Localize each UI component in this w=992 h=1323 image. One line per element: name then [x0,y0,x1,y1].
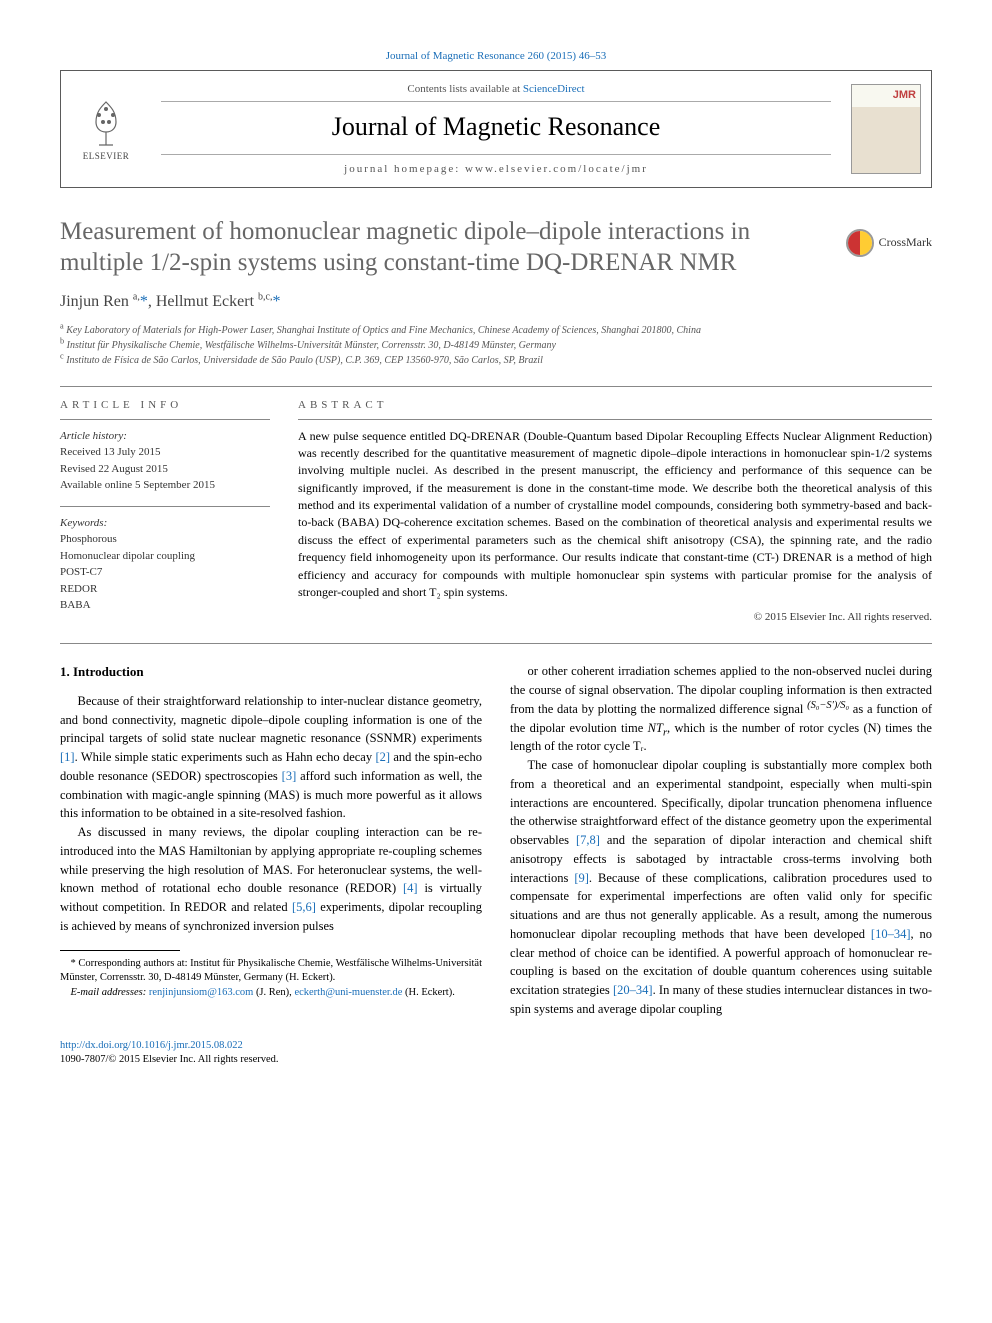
article-info-label: ARTICLE INFO [60,399,270,411]
citation-header: Journal of Magnetic Resonance 260 (2015)… [60,50,932,62]
elsevier-logo: ELSEVIER [71,89,141,169]
email-addresses-note: E-mail addresses: renjinjunsiom@163.com … [60,986,482,1001]
history-line: Available online 5 September 2015 [60,477,270,494]
reference-link[interactable]: [1] [60,750,75,764]
section-heading-intro: 1. Introduction [60,662,482,682]
email-label: E-mail addresses: [71,987,149,998]
history-label: Article history: [60,428,270,445]
reference-link[interactable]: [9] [574,871,589,885]
page-footer: http://dx.doi.org/10.1016/j.jmr.2015.08.… [60,1039,932,1068]
divider [60,643,932,644]
keyword: Phosphorous [60,531,270,548]
sciencedirect-link[interactable]: ScienceDirect [523,83,585,95]
author-email-link[interactable]: eckerth@uni-muenster.de [294,987,402,998]
journal-homepage: journal homepage: www.elsevier.com/locat… [161,154,831,175]
reference-link[interactable]: [2] [375,750,390,764]
journal-name: Journal of Magnetic Resonance [161,112,831,142]
abstract-text: A new pulse sequence entitled DQ-DRENAR … [298,419,932,602]
reference-link[interactable]: [7,8] [576,833,600,847]
article-title: Measurement of homonuclear magnetic dipo… [60,216,932,279]
footnotes: * Corresponding authors at: Institut für… [60,957,482,1001]
affiliation-line: b Institut für Physikalische Chemie, Wes… [60,338,932,353]
body-paragraph: Because of their straightforward relatio… [60,692,482,823]
inline-formula: (S₀−S′)/S₀ [807,702,849,716]
crossmark-icon [846,229,874,257]
keywords-block: Keywords: PhosphorousHomonuclear dipolar… [60,506,270,614]
reference-link[interactable]: [3] [282,769,297,783]
email-attribution: (J. Ren), [253,987,294,998]
article-info-column: ARTICLE INFO Article history: Received 1… [60,399,270,624]
affiliation-line: c Instituto de Física de São Carlos, Uni… [60,353,932,368]
journal-cover-thumbnail: JMR [851,84,921,174]
keyword: BABA [60,597,270,614]
abstract-column: ABSTRACT A new pulse sequence entitled D… [298,399,932,624]
body-paragraph: As discussed in many reviews, the dipola… [60,823,482,936]
article-history-block: Article history: Received 13 July 2015Re… [60,419,270,494]
abstract-label: ABSTRACT [298,399,932,411]
publisher-name: ELSEVIER [83,151,130,161]
journal-cover-area: JMR [841,71,931,187]
body-two-column: 1. Introduction Because of their straigh… [60,662,932,1018]
journal-header-box: ELSEVIER Contents lists available at Sci… [60,70,932,188]
crossmark-label: CrossMark [879,235,932,250]
contents-text: Contents lists available at [407,83,522,95]
history-line: Revised 22 August 2015 [60,461,270,478]
reference-link[interactable]: [10–34] [871,927,911,941]
publisher-logo-area: ELSEVIER [61,71,151,187]
keyword: Homonuclear dipolar coupling [60,548,270,565]
keyword: REDOR [60,581,270,598]
keyword: POST-C7 [60,564,270,581]
affiliation-line: a Key Laboratory of Materials for High-P… [60,323,932,338]
reference-link[interactable]: [5,6] [292,900,316,914]
doi-link[interactable]: http://dx.doi.org/10.1016/j.jmr.2015.08.… [60,1040,243,1051]
authors-line: Jinjun Ren a,*, Hellmut Eckert b,c,* [60,293,932,311]
keywords-label: Keywords: [60,515,270,532]
footnote-separator [60,950,180,951]
citation-link[interactable]: Journal of Magnetic Resonance 260 (2015)… [386,50,607,62]
reference-link[interactable]: [20–34] [613,983,653,997]
crossmark-badge[interactable]: CrossMark [846,229,932,257]
affiliations: a Key Laboratory of Materials for High-P… [60,323,932,368]
abstract-copyright: © 2015 Elsevier Inc. All rights reserved… [298,611,932,623]
issn-copyright: 1090-7807/© 2015 Elsevier Inc. All right… [60,1054,279,1065]
author-email-link[interactable]: renjinjunsiom@163.com [149,987,253,998]
journal-cover-label: JMR [893,89,916,101]
history-line: Received 13 July 2015 [60,444,270,461]
contents-available-line: Contents lists available at ScienceDirec… [161,83,831,102]
email-attribution: (H. Eckert). [402,987,454,998]
reference-link[interactable]: [4] [403,881,418,895]
body-paragraph: The case of homonuclear dipolar coupling… [510,756,932,1019]
body-paragraph: or other coherent irradiation schemes ap… [510,662,932,756]
corresponding-author-note: * Corresponding authors at: Institut für… [60,957,482,986]
divider [60,386,932,387]
header-center: Contents lists available at ScienceDirec… [151,71,841,187]
elsevier-tree-icon [81,97,131,147]
